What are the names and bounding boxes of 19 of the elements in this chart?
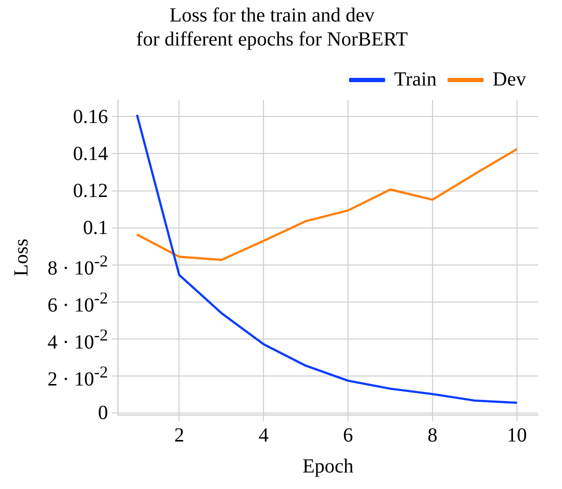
y-tick-label: 2 · 10$^{-2}$ (47, 362, 108, 390)
y-tick-label: 0.14 (73, 142, 108, 165)
y-tick-label: 6 · 10$^{-2}$ (47, 288, 108, 316)
x-tick-label: 2 (174, 424, 184, 446)
legend-label: Train (394, 68, 437, 90)
chart-title: Loss for the train and dev for different epochs for NorBERT (136, 4, 408, 50)
x-tick-label: 4 (258, 424, 269, 446)
x-tick-label: 6 (343, 424, 354, 446)
x-axis-title: Epoch (302, 455, 354, 478)
legend-label: Dev (492, 68, 526, 90)
y-tick-label: 8 · 10$^{-2}$ (47, 250, 108, 280)
y-tick-label: 0.16 (73, 106, 108, 128)
y-tick-label: 0.12 (73, 180, 108, 202)
y-tick-label: 4 · 10$^{-2}$ (47, 324, 108, 354)
x-tick-label: 10 (506, 424, 527, 446)
y-tick-label: 0 (98, 402, 108, 424)
y-tick-label: 0.1 (83, 216, 108, 239)
x-tick-label: 8 (427, 424, 438, 446)
y-axis-title: Loss (10, 238, 32, 276)
